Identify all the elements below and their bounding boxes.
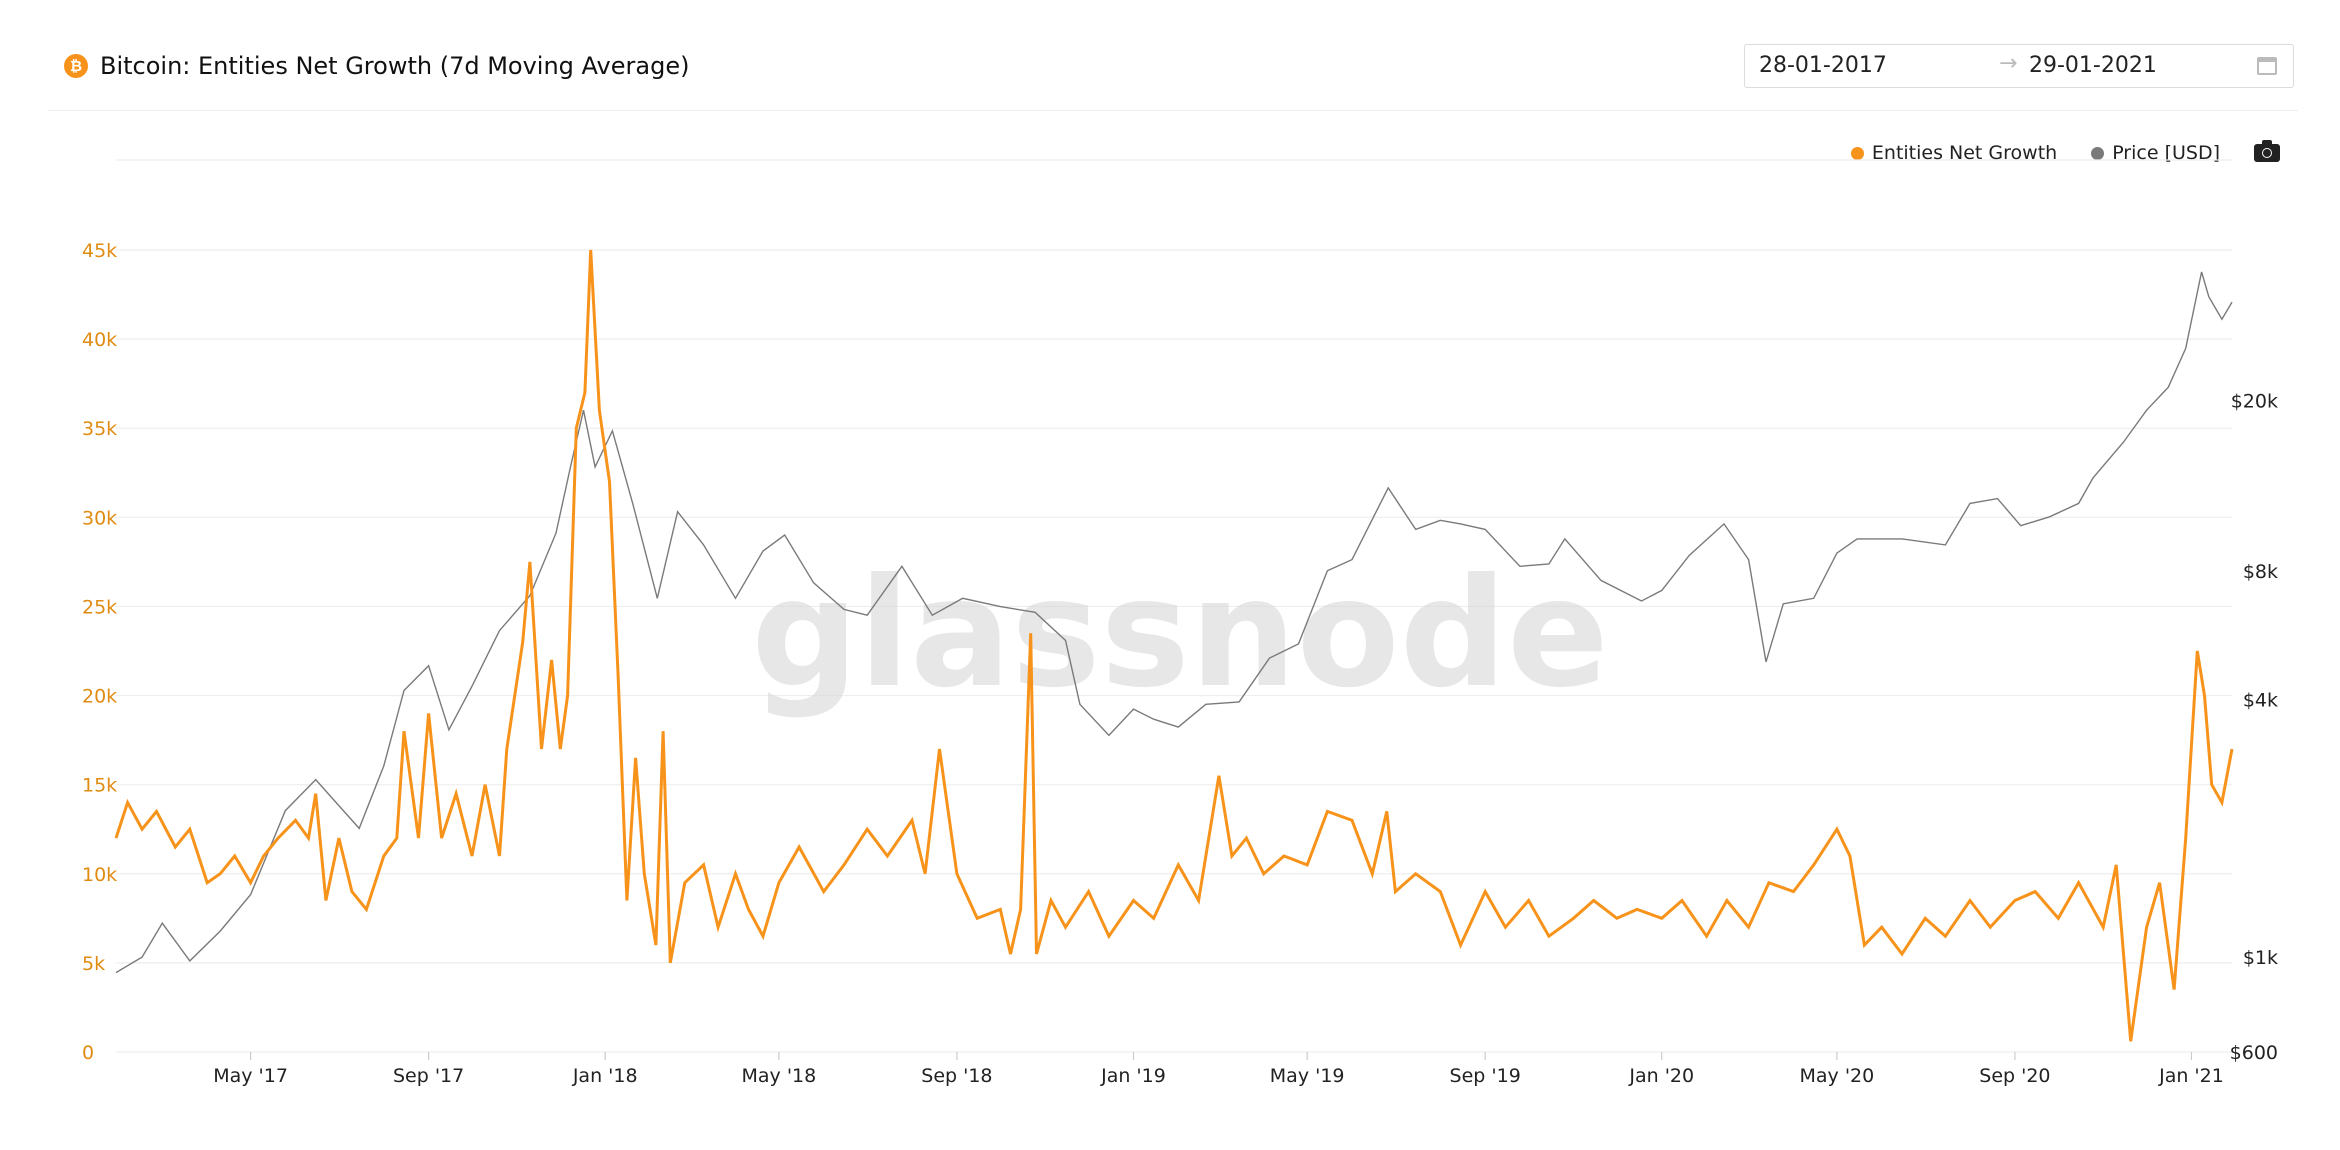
date-end-input[interactable]: 29-01-2021 — [2029, 53, 2157, 78]
y-left-tick-label: 5k — [82, 953, 105, 975]
y-left-tick-label: 30k — [82, 507, 117, 529]
watermark: glassnode — [751, 547, 1609, 721]
y-left-tick-label: 10k — [82, 864, 117, 886]
y-right-tick-label: $4k — [2243, 690, 2278, 712]
y-right-tick-label: $8k — [2243, 561, 2278, 583]
title-wrap: ₿ Bitcoin: Entities Net Growth (7d Movin… — [64, 52, 689, 80]
x-axis: May '17 Sep '17 Jan '18 May '18 Sep '18 Jan '… — [213, 1052, 2224, 1087]
legend-label-growth: Entities Net Growth — [1871, 142, 2058, 164]
chart-title: Bitcoin: Entities Net Growth (7d Moving … — [100, 52, 690, 80]
x-tick-label: Jan '20 — [1628, 1065, 1694, 1087]
y-left-tick-label: 25k — [82, 596, 117, 618]
series-line-growth — [114, 249, 2234, 1042]
x-tick-label: Jan '18 — [572, 1065, 638, 1087]
x-tick-label: May '17 — [213, 1065, 288, 1087]
bitcoin-icon: ₿ — [64, 54, 88, 78]
legend-label-price: Price [USD] — [2112, 142, 2220, 164]
x-tick-label: May '18 — [742, 1065, 817, 1087]
y-axis-right: $600 $1k $4k $8k $20k — [2230, 391, 2278, 1064]
calendar-icon[interactable] — [2257, 57, 2277, 75]
y-left-tick-label: 20k — [82, 686, 117, 708]
legend-item-price[interactable]: Price [USD] — [2091, 142, 2220, 164]
chart-grid — [116, 159, 2232, 1053]
y-right-tick-label: $600 — [2230, 1042, 2278, 1064]
camera-icon[interactable] — [2254, 140, 2280, 162]
y-axis-left: 0 5k 10k 15k 20k 25k 30k 35k 40k 45k — [82, 240, 117, 1064]
x-tick-label: Jan '21 — [2158, 1065, 2224, 1087]
x-tick-label: Sep '20 — [1979, 1065, 2050, 1087]
x-tick-label: Sep '17 — [393, 1065, 464, 1087]
x-tick-label: Sep '19 — [1450, 1065, 1521, 1087]
y-right-tick-label: $1k — [2243, 947, 2278, 969]
y-left-tick-label: 35k — [82, 418, 117, 440]
legend-dot-growth — [1850, 146, 1864, 160]
chart-legend: Entities Net Growth Price [USD] — [1850, 140, 2280, 164]
arrow-right-icon: → — [1999, 51, 2018, 76]
date-range-picker[interactable]: 28-01-2017 → 29-01-2021 — [1744, 44, 2294, 88]
y-left-tick-label: 45k — [82, 240, 117, 262]
chart-header: ₿ Bitcoin: Entities Net Growth (7d Movin… — [48, 40, 2298, 111]
y-left-tick-label: 40k — [82, 329, 117, 351]
x-tick-label: May '20 — [1800, 1065, 1875, 1087]
y-left-tick-label: 0 — [82, 1042, 94, 1064]
legend-item-growth[interactable]: Entities Net Growth — [1850, 142, 2058, 164]
y-left-tick-label: 15k — [82, 775, 117, 797]
x-tick-label: Sep '18 — [921, 1065, 992, 1087]
x-tick-label: Jan '19 — [1100, 1065, 1166, 1087]
legend-dot-price — [2091, 146, 2105, 160]
x-tick-label: May '19 — [1270, 1065, 1345, 1087]
series-line-price — [115, 271, 2233, 974]
y-right-tick-label: $20k — [2231, 391, 2278, 413]
date-start-input[interactable]: 28-01-2017 — [1759, 53, 1887, 78]
